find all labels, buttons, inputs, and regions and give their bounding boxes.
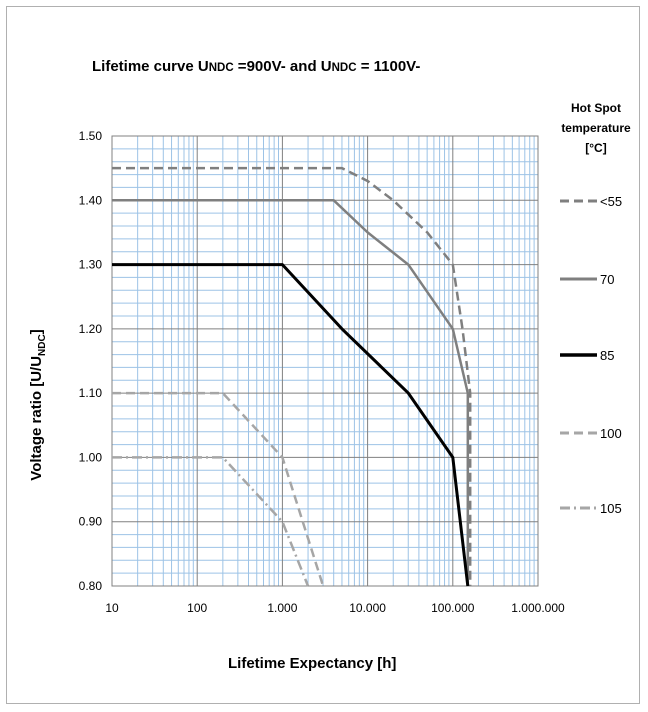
series-line-3 bbox=[112, 263, 470, 587]
legend-label-4: 100 bbox=[600, 426, 622, 441]
tick-layer: 10 100 1.000 10.000 100.000 1.000.000 0.80 0.90… bbox=[79, 129, 565, 615]
legend-title: Hot Spot temperature [°C] bbox=[546, 98, 646, 158]
grid-major bbox=[111, 135, 539, 587]
chart-frame bbox=[6, 6, 640, 704]
legend-title-line-2: temperature bbox=[561, 121, 631, 135]
y-tick-label: 1.40 bbox=[79, 193, 103, 207]
y-tick-label: 0.80 bbox=[79, 579, 103, 593]
legend-label-5: 105 bbox=[600, 501, 622, 516]
x-tick-label: 10.000 bbox=[349, 601, 386, 615]
legend-title-line-1: Hot Spot bbox=[571, 101, 621, 115]
x-axis-label: Lifetime Expectancy [h] bbox=[228, 655, 397, 672]
series-line-5 bbox=[112, 456, 310, 587]
series-line-4 bbox=[112, 391, 325, 587]
legend-layer: <55 70 85 100 105 bbox=[560, 194, 622, 516]
y-tick-label: 1.30 bbox=[79, 258, 103, 272]
x-tick-label: 100 bbox=[187, 601, 207, 615]
x-tick-label: 100.000 bbox=[431, 601, 475, 615]
y-tick-label: 1.50 bbox=[79, 129, 103, 143]
x-tick-label: 1.000 bbox=[267, 601, 297, 615]
series-line-1 bbox=[112, 166, 472, 586]
title-part-3: =900V- and U bbox=[233, 58, 332, 75]
title-part-1: Lifetime curve U bbox=[92, 58, 209, 75]
series-line-2 bbox=[112, 199, 470, 586]
grid-minor bbox=[112, 136, 538, 586]
legend-label-3: 85 bbox=[600, 348, 614, 363]
legend-label-1: <55 bbox=[600, 194, 622, 209]
chart-title: Lifetime curve UNDC =900V- and UNDC = 11… bbox=[92, 58, 420, 75]
y-tick-label: 1.10 bbox=[79, 386, 103, 400]
y-tick-label: 1.00 bbox=[79, 450, 103, 464]
title-part-5: = 1100V- bbox=[356, 58, 421, 75]
series-layer bbox=[112, 166, 472, 587]
legend-label-2: 70 bbox=[600, 272, 614, 287]
plot-border bbox=[111, 135, 539, 587]
y-tick-label: 1.20 bbox=[79, 322, 103, 336]
y-tick-label: 0.90 bbox=[79, 515, 103, 529]
x-tick-label: 1.000.000 bbox=[511, 601, 565, 615]
legend-title-line-3: [°C] bbox=[585, 141, 607, 155]
title-part-2: NDC bbox=[208, 62, 234, 74]
title-part-4: NDC bbox=[331, 62, 357, 74]
x-tick-label: 10 bbox=[105, 601, 119, 615]
